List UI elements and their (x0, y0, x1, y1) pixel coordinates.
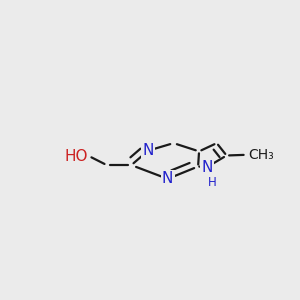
Text: N: N (142, 143, 154, 158)
Text: N: N (162, 171, 173, 186)
Text: N: N (201, 160, 213, 175)
Text: CH₃: CH₃ (248, 148, 274, 162)
Text: HO: HO (64, 149, 88, 164)
Text: H: H (208, 176, 217, 189)
